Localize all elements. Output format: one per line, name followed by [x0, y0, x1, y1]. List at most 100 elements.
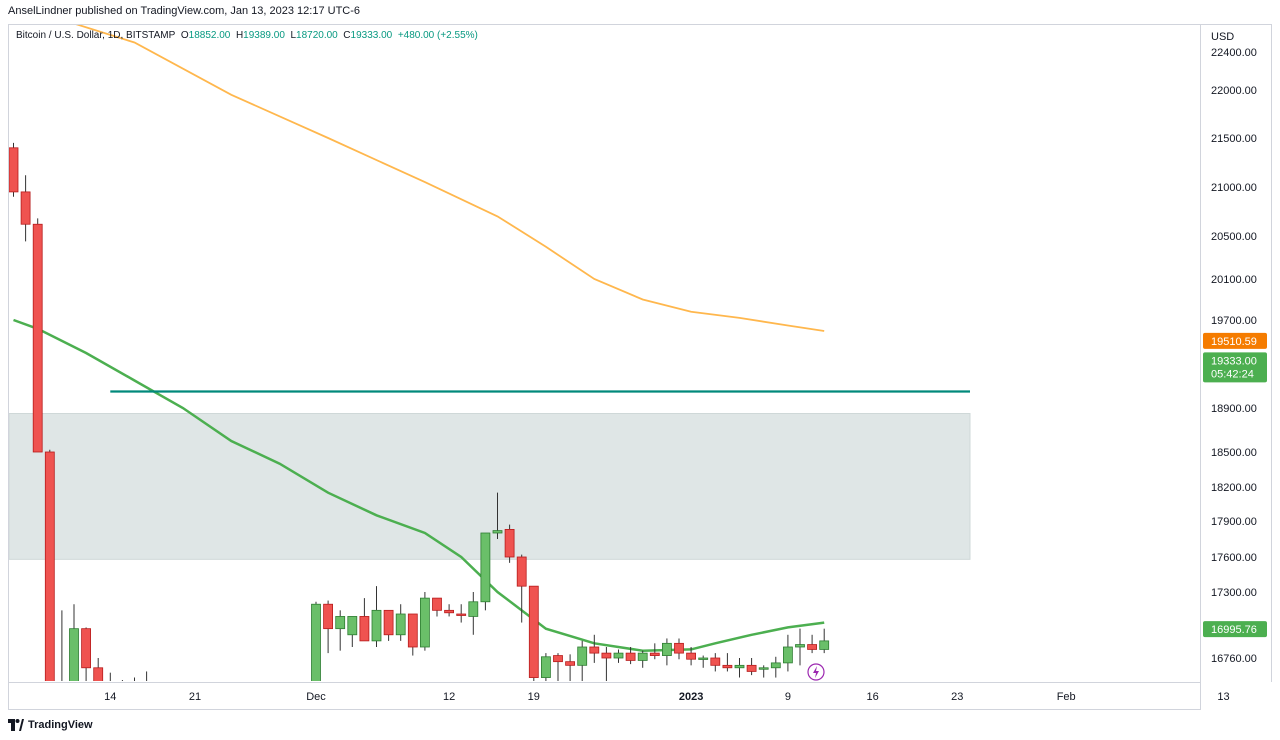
candle-body: [758, 667, 769, 670]
candle-body: [492, 530, 503, 534]
publish-bar: AnselLindner published on TradingView.co…: [0, 0, 1280, 24]
price-tick-label: 17900.00: [1211, 516, 1257, 528]
lightning-icon: [813, 666, 819, 678]
candle-body: [770, 662, 781, 669]
price-tag-label: 19333.00: [1211, 355, 1257, 367]
candle-body: [335, 616, 346, 630]
candle-body: [541, 656, 551, 678]
price-tick-label: 16760.00: [1211, 653, 1257, 665]
ma-fast-line: [13, 318, 825, 652]
published-text: AnselLindner published on TradingView.co…: [8, 5, 361, 17]
low-value: 18720.00: [296, 30, 338, 41]
time-tick-label: 14: [104, 691, 116, 703]
candle-body: [734, 664, 745, 669]
candle-body: [142, 690, 151, 708]
candle-body: [528, 585, 539, 678]
candle-body: [57, 690, 66, 714]
candle-body: [323, 603, 334, 630]
time-tick-label: 21: [189, 691, 201, 703]
candle-body: [783, 646, 793, 664]
candle-body: [203, 714, 212, 720]
currency-label: USD: [1211, 31, 1234, 43]
candle-body: [383, 609, 394, 636]
candle-body: [807, 644, 817, 650]
candle-body: [722, 664, 733, 669]
price-tick-label: 17300.00: [1211, 587, 1257, 599]
candle-body: [215, 702, 224, 726]
candle-body: [710, 657, 721, 666]
candle-body: [601, 652, 612, 659]
price-tick-label: 17600.00: [1211, 552, 1257, 564]
chart-legend: Bitcoin / U.S. Dollar, 1D, BITSTAMP O188…: [16, 30, 478, 41]
candle-body: [419, 597, 430, 648]
time-tick-label: 19: [528, 691, 540, 703]
candle-body: [625, 652, 636, 661]
time-tick-label: Dec: [306, 691, 326, 703]
price-tick-label: 22000.00: [1211, 85, 1257, 97]
price-tick-label: 21500.00: [1211, 133, 1257, 145]
time-tick-label: 16: [866, 691, 878, 703]
tradingview-brand: TradingView: [28, 719, 93, 731]
candle-body: [32, 223, 43, 453]
candle-body: [698, 657, 709, 660]
candle-body: [20, 191, 31, 225]
candle-body: [130, 708, 139, 720]
candle-body: [637, 652, 648, 661]
candle-body: [81, 628, 91, 669]
close-value: 19333.00: [350, 30, 393, 41]
candle-body: [649, 652, 660, 656]
time-tick-label: 13: [1217, 691, 1229, 703]
price-tick-label: 21000.00: [1211, 182, 1257, 194]
ma-slow-line: [75, 25, 825, 332]
price-tag-label: 16995.76: [1211, 624, 1257, 636]
time-tick-label: 23: [951, 691, 963, 703]
candle-body: [565, 661, 575, 666]
candle-body: [93, 667, 104, 681]
candle-body: [444, 609, 455, 614]
candle-body: [9, 147, 19, 193]
high-label: H: [235, 30, 244, 41]
candle-body: [371, 609, 382, 642]
change-value: +480.00 (+2.55%): [397, 30, 478, 41]
price-axis: [1201, 24, 1272, 682]
symbol-label: Bitcoin / U.S. Dollar, 1D, BITSTAMP: [16, 30, 176, 41]
price-tick-label: 20100.00: [1211, 274, 1257, 286]
tradingview-footer[interactable]: TradingView: [8, 717, 93, 733]
candle-body: [166, 687, 175, 689]
candle-body: [456, 613, 467, 616]
price-tick-label: 18900.00: [1211, 403, 1257, 415]
price-tick-label: 20500.00: [1211, 231, 1257, 243]
candle-body: [154, 687, 163, 689]
high-value: 19389.00: [243, 30, 285, 41]
price-tick-label: 22400.00: [1211, 47, 1257, 59]
candle-body: [227, 702, 236, 704]
candle-body: [178, 687, 187, 689]
candle-body: [299, 724, 308, 726]
candle-body: [311, 603, 321, 681]
chart-frame: [8, 24, 1201, 710]
candle-body: [504, 529, 515, 558]
candle-body: [577, 646, 588, 666]
candle-body: [819, 640, 830, 650]
candle-body: [263, 726, 272, 728]
event-icon: [807, 663, 825, 681]
candle-body: [468, 601, 479, 617]
candle-body: [275, 724, 284, 726]
candle-body: [613, 652, 624, 659]
countdown-label: 05:42:24: [1211, 368, 1254, 380]
tradingview-logo-icon: [8, 719, 24, 731]
candle-body: [480, 532, 491, 603]
candle-body: [44, 451, 55, 681]
time-axis: [8, 682, 1201, 710]
open-value: 18852.00: [188, 30, 231, 41]
candle-body: [287, 724, 296, 726]
candle-body: [359, 616, 370, 642]
time-tick-label: 12: [443, 691, 455, 703]
price-tag: [1203, 332, 1267, 349]
price-tag: [1203, 352, 1267, 383]
open-label: O: [180, 30, 189, 41]
candle-body: [118, 720, 127, 722]
price-tick-label: 18200.00: [1211, 482, 1257, 494]
candle-body: [662, 642, 672, 656]
